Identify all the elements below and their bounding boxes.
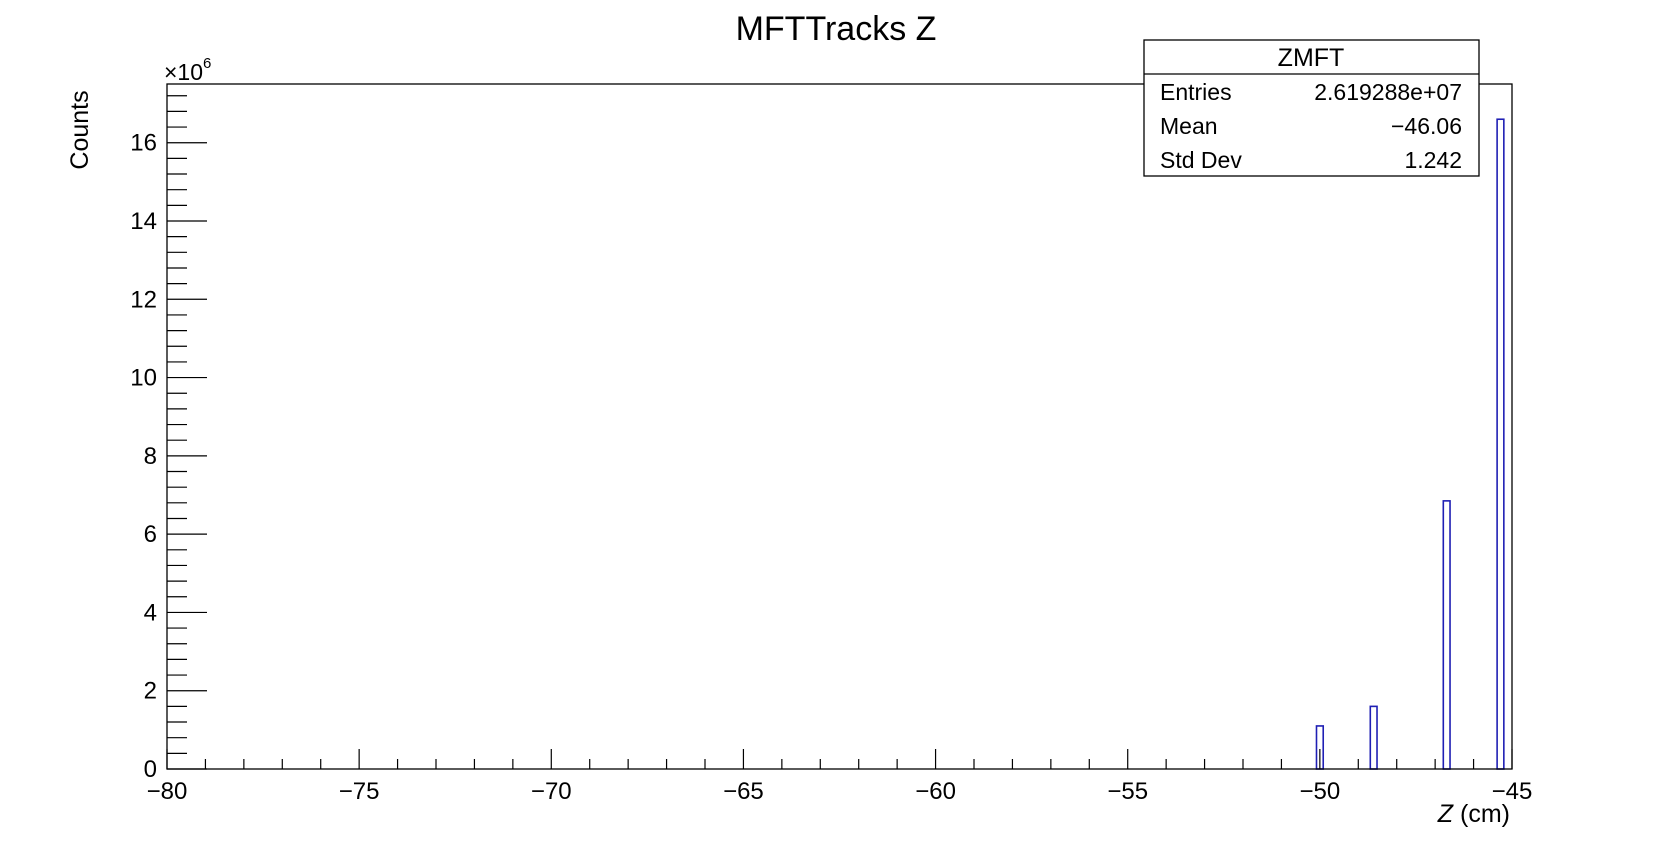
plot-frame [166,83,1513,770]
y-multiplier-base: ×10 [164,59,203,85]
stats-box: ZMFT Entries 2.619288e+07 Mean −46.06 St… [1143,39,1480,177]
y-tick-label: 2 [144,678,157,705]
histogram-bar [1442,500,1451,770]
x-axis-label: Z (cm) [1437,800,1510,828]
stats-box-frame [1143,39,1480,177]
stats-value-entries: 2.619288e+07 [1314,79,1462,105]
y-tick-label: 4 [144,599,157,626]
y-tick-label: 14 [130,208,157,235]
x-tick-label: −55 [1107,778,1148,805]
x-tick-label: −75 [339,778,380,805]
histogram-bar [1369,705,1378,770]
y-tick-label: 16 [130,130,157,157]
y-tick-label: 8 [144,443,157,470]
y-tick-label: 12 [130,286,157,313]
chart-title: MFTTracks Z [736,10,937,48]
x-tick-label: −50 [1299,778,1340,805]
y-tick-label: 6 [144,521,157,548]
x-tick-label: −45 [1492,778,1533,805]
x-tick-label: −60 [915,778,956,805]
x-axis-label-symbol: Z [1437,800,1454,828]
y-tick-label: 0 [144,756,157,783]
stats-label-std-dev: Std Dev [1160,147,1242,173]
y-multiplier-exponent: 6 [203,55,211,72]
x-axis-ticks: −80 −75 −70 −65 −60 −55 −50 −45 [147,749,1533,805]
y-axis-label: Counts [66,90,94,169]
x-tick-label: −65 [723,778,764,805]
stats-label-entries: Entries [1160,79,1232,105]
y-axis-ticks: 0 2 4 6 8 10 12 14 16 [130,95,207,783]
histogram-bar [1496,118,1505,770]
bars-group [1315,118,1505,770]
y-multiplier: ×106 [164,55,211,85]
x-tick-label: −70 [531,778,572,805]
stats-value-mean: −46.06 [1391,113,1462,139]
stats-box-title: ZMFT [1278,44,1345,72]
stats-label-mean: Mean [1160,113,1218,139]
x-axis-label-unit: (cm) [1453,800,1510,828]
stats-value-std-dev: 1.242 [1404,147,1462,173]
y-tick-label: 10 [130,365,157,392]
x-tick-label: −80 [147,778,188,805]
